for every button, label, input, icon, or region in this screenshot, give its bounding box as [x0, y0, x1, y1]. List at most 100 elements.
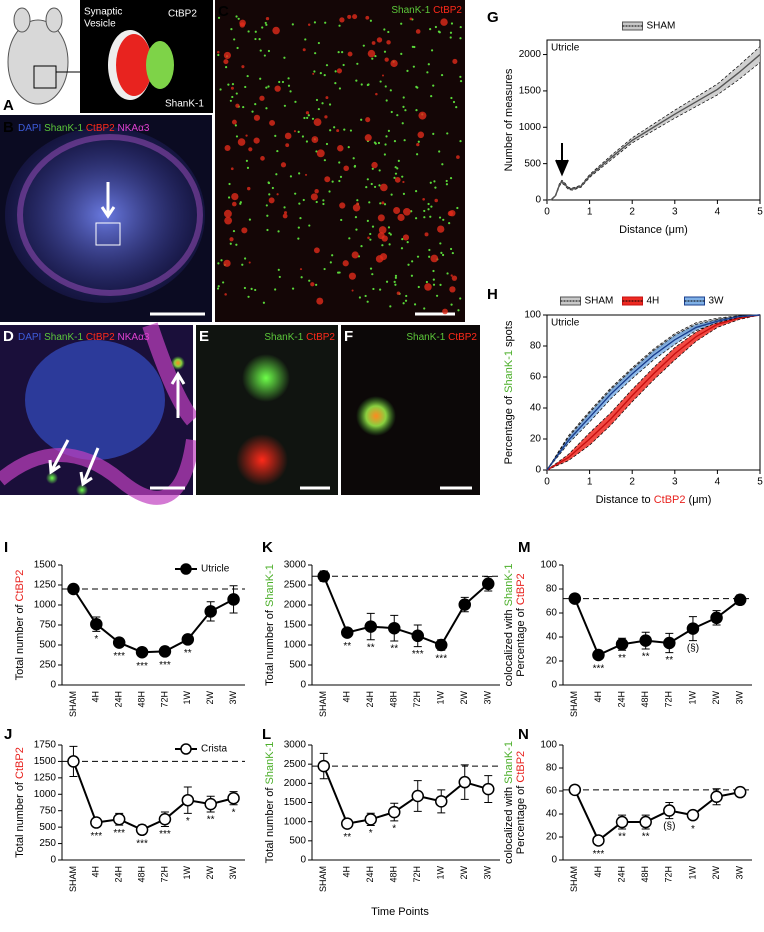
decor-dot [449, 209, 456, 217]
decor-dot [428, 248, 431, 252]
decor-dot [325, 142, 329, 146]
marker [90, 816, 103, 829]
x-tick-label: 1W [436, 690, 446, 704]
title-part: Total number of [264, 607, 276, 686]
marker [67, 755, 80, 768]
y-tick-label: 500 [289, 835, 306, 846]
title-part: CtBP2 [515, 573, 527, 605]
decor-dot [338, 179, 341, 183]
marker [317, 759, 330, 773]
x-tick-label: 24H [114, 691, 124, 708]
decor-dot [429, 181, 432, 184]
decor-dot [385, 99, 388, 102]
decor-dot [283, 56, 286, 59]
shank-schematic [146, 41, 174, 89]
decor-dot [451, 275, 458, 281]
panel-label: G [487, 9, 499, 26]
decor-dot [307, 23, 311, 27]
y-axis-title: Percentage of ShanK-1 spots [503, 320, 515, 464]
decor-dot [230, 167, 234, 171]
stain: CtBP2 [306, 332, 335, 343]
decor-dot [334, 70, 337, 73]
decor-dot [313, 21, 317, 24]
decor-dot [432, 283, 436, 286]
title-part: colocalized with [503, 784, 515, 864]
marker [388, 805, 401, 819]
decor-dot [245, 159, 248, 162]
decor-dot [378, 169, 381, 172]
decor-dot [415, 85, 418, 88]
x-tick-label: 2 [629, 207, 635, 218]
title-part: ShanK-1 [503, 741, 515, 784]
x-axis-title: Time Points [371, 906, 429, 918]
band-edge [546, 314, 761, 471]
stain-legend: DAPI ShanK-1 CtBP2 NKAα3 [18, 332, 150, 343]
decor-dot [412, 65, 415, 68]
marker [341, 626, 354, 639]
decor-dot [246, 74, 249, 78]
decor-dot [262, 301, 266, 304]
decor-dot [265, 107, 268, 110]
title-part: ShanK-1 [264, 564, 276, 607]
decor-dot [459, 297, 462, 300]
y-tick-label: 750 [39, 620, 56, 631]
marker [112, 636, 126, 649]
decor-dot [323, 159, 326, 162]
decor-dot [336, 129, 340, 133]
decor-dot [260, 156, 265, 161]
marker [710, 790, 723, 803]
decor-dot [437, 30, 441, 33]
membrane [142, 322, 200, 426]
decor-dot [348, 237, 351, 240]
decor-dot [423, 209, 426, 213]
decor-dot [216, 287, 220, 290]
title-part: ShanK-1 [503, 350, 515, 393]
colocalized-spot [356, 396, 396, 436]
decor-dot [235, 103, 240, 108]
decor-dot [217, 16, 221, 19]
decor-dot [236, 46, 239, 50]
decor-dot [383, 28, 386, 31]
decor-dot [414, 217, 418, 220]
decor-dot [265, 204, 268, 207]
decor-dot [283, 104, 287, 107]
y-tick-label: 0 [551, 855, 557, 866]
x-tick-label: 4H [91, 691, 101, 703]
title-part: CtBP2 [14, 747, 26, 779]
marker [663, 804, 676, 817]
decor-dot [373, 185, 377, 189]
stain: ShanK-1 [44, 332, 83, 343]
x-tick-label: 72H [159, 691, 169, 708]
decor-dot [308, 224, 311, 227]
decor-dot [385, 135, 388, 138]
decor-dot [381, 201, 385, 205]
title-part: Distance to [596, 494, 654, 506]
y-tick-label: 500 [39, 822, 56, 833]
zoom-box [33, 65, 57, 89]
significance: ** [343, 641, 351, 652]
panel-c: C ShanK-1 CtBP2 [215, 0, 465, 322]
stain: ShanK-1 [391, 5, 430, 16]
marker [411, 789, 424, 803]
marker [568, 592, 582, 605]
y-tick-label: 20 [546, 832, 558, 843]
decor-dot [239, 202, 242, 205]
y-tick-label: 3000 [284, 740, 307, 751]
significance: * [392, 824, 396, 835]
plot-frame [546, 39, 761, 201]
decor-dot [430, 254, 439, 263]
marker [458, 775, 471, 789]
decor-dot [297, 130, 300, 133]
stain: CtBP2 [448, 332, 477, 343]
decor-dot [264, 21, 267, 25]
decor-dot [325, 64, 329, 67]
x-tick-label: 1W [687, 865, 697, 879]
decor-dot [389, 233, 392, 236]
decor-dot [383, 153, 386, 156]
significance: * [369, 828, 373, 839]
x-tick-label: 1W [687, 690, 697, 704]
decor-dot [315, 283, 318, 286]
arrow [79, 447, 100, 487]
synapse [171, 356, 185, 370]
decor-dot [259, 49, 262, 52]
